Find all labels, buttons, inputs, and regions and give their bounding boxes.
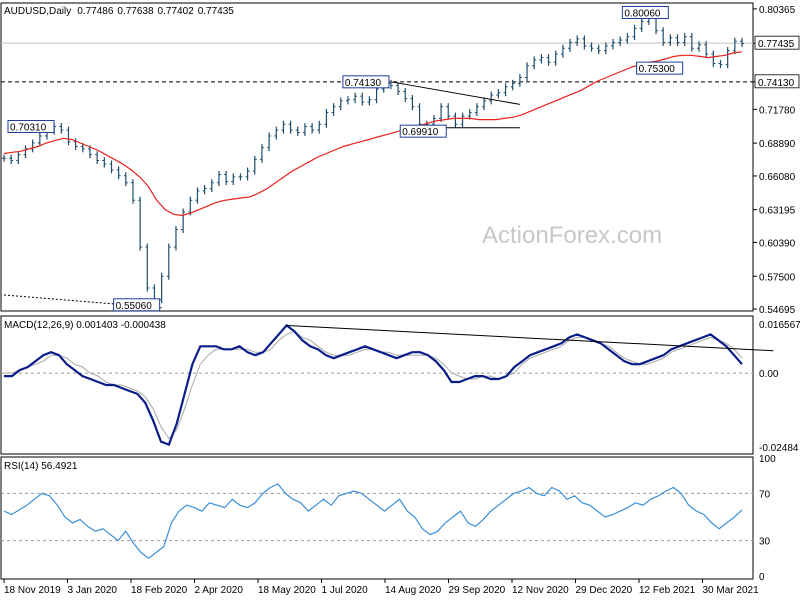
- price-tag-label: 0.77435: [758, 39, 795, 50]
- axis-labels: 0.80365 0.77435 0.74130 0.71780 0.68890 0.660…: [3, 5, 800, 596]
- macd-y-label: 0.00: [759, 369, 779, 380]
- annotation-label: 0.80060: [624, 8, 661, 19]
- annotation-label: 0.69910: [402, 127, 439, 138]
- x-axis-label: 30 Mar 2021: [703, 585, 760, 596]
- price-trendline: [390, 81, 520, 105]
- x-axis-label: 2 Apr 2020: [195, 585, 244, 596]
- rsi-y-label: 100: [759, 454, 776, 465]
- x-axis-label: 12 Feb 2021: [639, 585, 696, 596]
- x-axis-label: 12 Nov 2020: [512, 585, 569, 596]
- x-axis-label: 29 Sep 2020: [449, 585, 506, 596]
- annotation-box: [621, 5, 669, 19]
- price-y-label: 0.54695: [759, 305, 796, 316]
- price-y-label: 0.66080: [759, 172, 796, 183]
- price-annotation: 0.70310: [7, 119, 55, 133]
- annotation-box: [399, 124, 447, 138]
- macd-panel: [0, 315, 754, 455]
- price-y-label: 0.57500: [759, 272, 796, 283]
- macd-lines: [1, 323, 774, 447]
- x-axis-label: 18 Nov 2019: [4, 585, 61, 596]
- price-annotation: 0.74130: [342, 75, 390, 89]
- price-annotation: 0.69910: [399, 124, 447, 138]
- price-annotation: 0.80060: [621, 5, 669, 19]
- rsi-line: [3, 483, 743, 560]
- macd-line: [4, 323, 743, 447]
- annotation-label: 0.74130: [345, 78, 382, 89]
- annotation-box: [342, 75, 390, 89]
- rsi-title: RSI(14) 56.4921: [4, 461, 78, 472]
- rsi-lines: [1, 483, 753, 560]
- price-annotation: 0.75300: [636, 61, 684, 75]
- price-title: AUDUSD,Daily 0.77486 0.77638 0.77402 0.77435: [4, 6, 234, 17]
- price-y-label: 0.68890: [759, 139, 796, 150]
- annotation-label: 0.55060: [116, 301, 153, 312]
- rsi-y-label: 0: [759, 572, 765, 583]
- rsi-panel: [0, 456, 754, 580]
- macd-title: MACD(12,26,9) 0.001403 -0.000438: [4, 320, 166, 331]
- price-y-label: 0.60390: [759, 238, 796, 249]
- macd-y-label: -0.02484: [759, 443, 799, 454]
- annotation-label: 0.70310: [10, 122, 47, 133]
- watermark: ActionForex.com: [482, 222, 662, 249]
- price-bars: 0.80060 0.75300 0.74130 0.69910 0.70310 0.550…: [1, 5, 753, 312]
- x-axis-label: 14 Aug 2020: [385, 585, 442, 596]
- x-axis-label: 18 May 2020: [258, 585, 316, 596]
- x-axis-label: 18 Feb 2020: [131, 585, 188, 596]
- annotation-box: [636, 61, 684, 75]
- price-annotation: 0.55060: [113, 298, 161, 312]
- price-y-label: 0.63195: [759, 206, 796, 217]
- price-tag: [754, 35, 800, 50]
- annotation-box: [7, 119, 55, 133]
- price-tag: [754, 74, 800, 89]
- x-axis-label: 3 Jan 2020: [68, 585, 118, 596]
- annotation-box: [113, 298, 161, 312]
- x-axis-label: 29 Dec 2020: [576, 585, 633, 596]
- rsi-y-label: 30: [759, 537, 771, 548]
- price-tag-label: 0.74130: [758, 78, 795, 89]
- price-panel: [0, 2, 754, 312]
- x-axis-label: 1 Jul 2020: [322, 585, 369, 596]
- macd-trendline: [286, 324, 774, 352]
- moving-average-line: [3, 51, 743, 217]
- price-y-label: 0.80365: [759, 5, 796, 16]
- annotation-label: 0.75300: [639, 64, 676, 75]
- macd-y-label: 0.016567: [759, 320, 800, 331]
- rsi-y-label: 70: [759, 489, 771, 500]
- price-y-label: 0.71780: [759, 105, 796, 116]
